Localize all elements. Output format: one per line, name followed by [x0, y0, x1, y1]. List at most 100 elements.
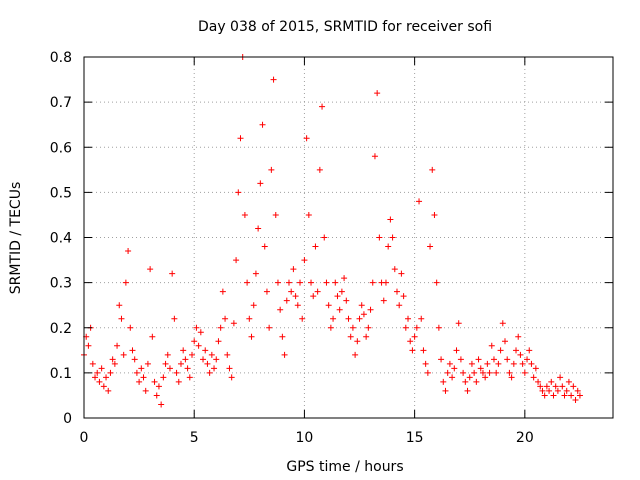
data-point — [420, 347, 427, 354]
data-point — [109, 356, 116, 363]
data-point — [235, 189, 242, 196]
data-point — [530, 374, 537, 381]
data-point — [574, 387, 581, 394]
data-point — [312, 243, 319, 250]
data-point — [189, 351, 196, 358]
data-point — [464, 387, 471, 394]
data-point — [89, 360, 96, 367]
data-point — [142, 387, 149, 394]
data-point — [541, 392, 548, 399]
data-point — [559, 383, 566, 390]
data-point — [140, 374, 147, 381]
data-point — [193, 324, 200, 331]
data-point — [471, 369, 478, 376]
data-point — [94, 369, 101, 376]
data-point — [274, 279, 281, 286]
data-point — [424, 369, 431, 376]
data-point — [297, 279, 304, 286]
data-point — [290, 266, 297, 273]
data-point — [272, 211, 279, 218]
data-point — [85, 342, 92, 349]
data-point — [493, 369, 500, 376]
data-point — [552, 383, 559, 390]
data-point — [151, 378, 158, 385]
data-point — [422, 360, 429, 367]
data-point — [557, 374, 564, 381]
data-point — [129, 347, 136, 354]
data-point — [486, 369, 493, 376]
chart-title: Day 038 of 2015, SRMTID for receiver sof… — [198, 19, 492, 35]
data-point — [499, 320, 506, 327]
data-point — [131, 356, 138, 363]
data-point — [226, 365, 233, 372]
data-point — [224, 351, 231, 358]
data-point — [405, 315, 412, 322]
data-point — [466, 374, 473, 381]
data-point — [429, 166, 436, 173]
data-point — [457, 356, 464, 363]
x-tick-label: 5 — [190, 430, 199, 446]
data-point — [321, 234, 328, 241]
data-point — [213, 356, 220, 363]
data-point — [482, 374, 489, 381]
data-point — [442, 387, 449, 394]
data-point — [449, 374, 456, 381]
data-point — [215, 338, 222, 345]
data-point — [127, 324, 134, 331]
y-tick-label: 0.1 — [50, 366, 72, 382]
data-point — [197, 329, 204, 336]
data-point — [548, 378, 555, 385]
data-point — [385, 243, 392, 250]
data-point — [303, 135, 310, 142]
data-point — [402, 324, 409, 331]
data-point — [400, 293, 407, 300]
axis-ticks: 0 0.1 0.2 0.3 0.4 0.5 0.6 0.7 0.8 0 5 10 15 20 — [50, 50, 613, 446]
data-point — [299, 315, 306, 322]
data-point — [336, 306, 343, 313]
x-tick-label: 15 — [406, 430, 424, 446]
data-point — [497, 347, 504, 354]
data-point — [537, 383, 544, 390]
data-point — [515, 333, 522, 340]
data-point — [376, 234, 383, 241]
data-point — [363, 333, 370, 340]
data-point — [246, 315, 253, 322]
data-point — [453, 347, 460, 354]
data-point — [504, 356, 511, 363]
data-point — [435, 324, 442, 331]
data-point — [261, 243, 268, 250]
data-point — [369, 279, 376, 286]
data-point — [488, 342, 495, 349]
y-tick-label: 0.8 — [50, 50, 72, 66]
data-point — [162, 360, 169, 367]
data-point — [407, 338, 414, 345]
data-point — [211, 365, 218, 372]
data-point — [484, 360, 491, 367]
x-tick-label: 0 — [80, 430, 89, 446]
data-point — [576, 392, 583, 399]
data-point — [418, 315, 425, 322]
data-point — [314, 288, 321, 295]
data-point — [191, 338, 198, 345]
data-point — [519, 360, 526, 367]
data-point — [345, 315, 352, 322]
y-tick-label: 0.3 — [50, 276, 72, 292]
data-point — [398, 270, 405, 277]
data-point — [389, 234, 396, 241]
data-point — [528, 360, 535, 367]
data-point — [230, 320, 237, 327]
data-point — [138, 365, 145, 372]
data-point — [473, 378, 480, 385]
data-point — [305, 211, 312, 218]
data-point — [294, 302, 301, 309]
data-point — [175, 378, 182, 385]
data-point — [277, 306, 284, 313]
data-point — [539, 387, 546, 394]
data-point — [330, 315, 337, 322]
data-point — [334, 293, 341, 300]
data-point — [413, 324, 420, 331]
x-axis-label: GPS time / hours — [286, 459, 403, 475]
data-point — [440, 378, 447, 385]
y-tick-label: 0.4 — [50, 231, 72, 247]
